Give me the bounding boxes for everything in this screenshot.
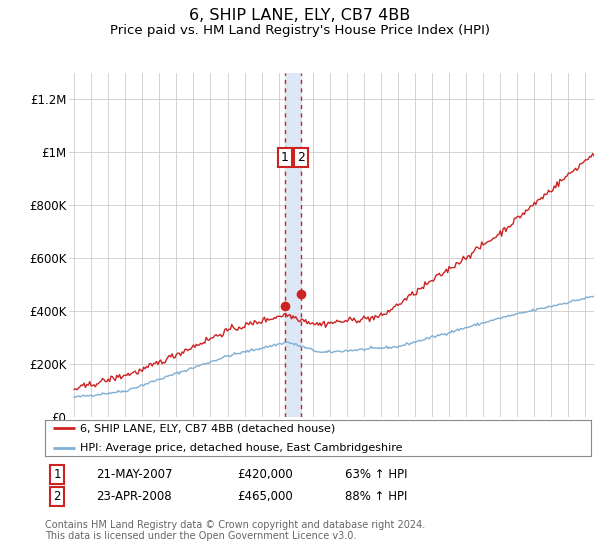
Text: 1: 1 (53, 468, 61, 481)
Text: Price paid vs. HM Land Registry's House Price Index (HPI): Price paid vs. HM Land Registry's House … (110, 24, 490, 36)
Text: 6, SHIP LANE, ELY, CB7 4BB (detached house): 6, SHIP LANE, ELY, CB7 4BB (detached hou… (80, 423, 336, 433)
Text: 63% ↑ HPI: 63% ↑ HPI (345, 468, 407, 481)
Text: Contains HM Land Registry data © Crown copyright and database right 2024.
This d: Contains HM Land Registry data © Crown c… (45, 520, 425, 542)
Text: 2: 2 (297, 151, 305, 164)
Text: 88% ↑ HPI: 88% ↑ HPI (345, 490, 407, 503)
Text: HPI: Average price, detached house, East Cambridgeshire: HPI: Average price, detached house, East… (80, 444, 403, 454)
Bar (285, 73, 301, 417)
Text: 2: 2 (53, 490, 61, 503)
Text: £420,000: £420,000 (237, 468, 293, 481)
Text: 6, SHIP LANE, ELY, CB7 4BB: 6, SHIP LANE, ELY, CB7 4BB (190, 8, 410, 24)
Text: 21-MAY-2007: 21-MAY-2007 (96, 468, 173, 481)
Text: 1: 1 (281, 151, 289, 164)
Text: 23-APR-2008: 23-APR-2008 (96, 490, 172, 503)
Text: £465,000: £465,000 (237, 490, 293, 503)
